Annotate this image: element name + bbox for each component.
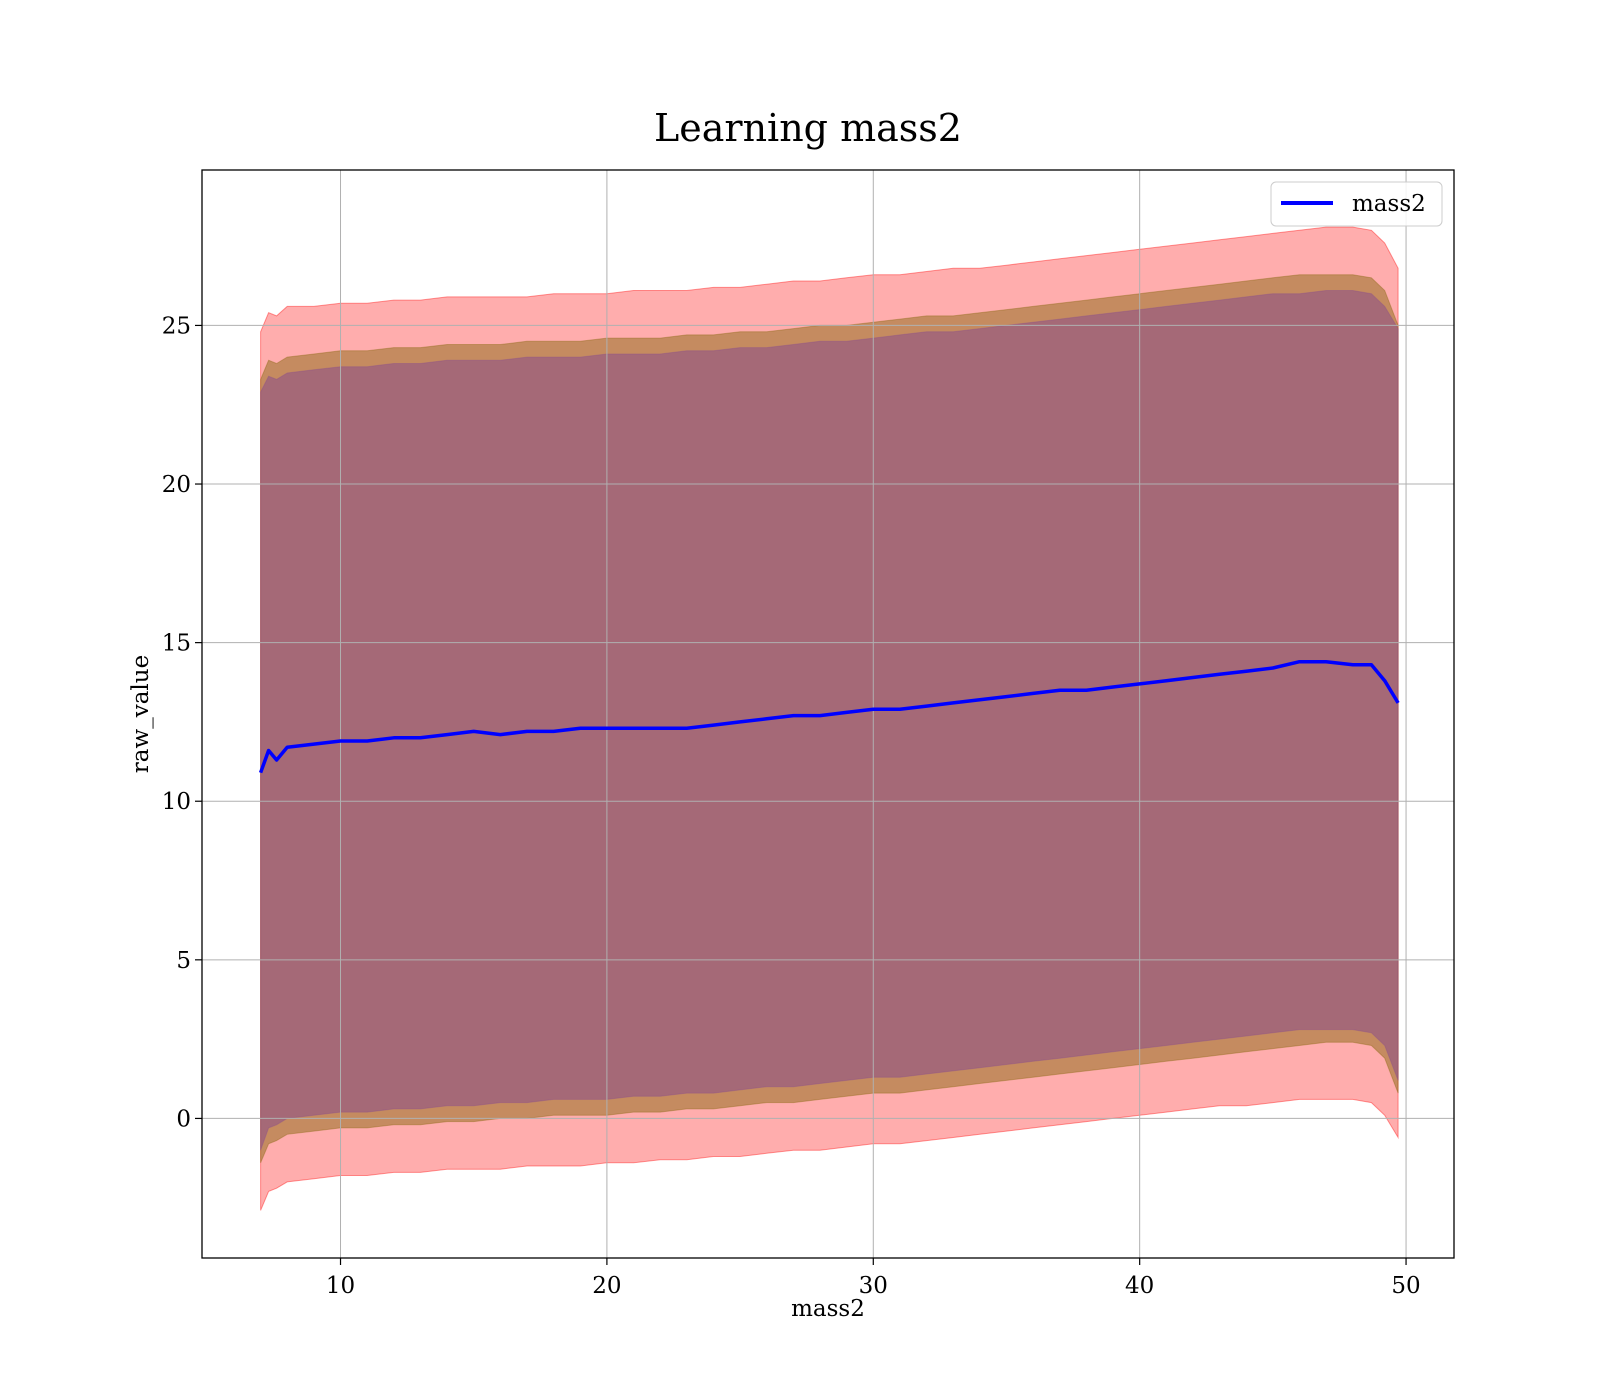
plot-frame bbox=[201, 169, 1455, 1259]
y-tick-label: 20 bbox=[162, 472, 191, 498]
series-lines bbox=[258, 659, 1400, 774]
y-axis-label: raw_value bbox=[128, 655, 154, 773]
legend-box bbox=[1270, 181, 1443, 227]
x-tick-label: 10 bbox=[326, 1273, 355, 1299]
y-tick-label: 15 bbox=[162, 631, 191, 657]
legend-label-mass2: mass2 bbox=[1352, 191, 1426, 217]
legend: mass2 bbox=[1270, 181, 1443, 227]
uncertainty-bands bbox=[260, 226, 1399, 1211]
y-tick-label: 0 bbox=[176, 1106, 191, 1132]
series-line-mass2 bbox=[258, 659, 1400, 774]
x-axis-ticks: 10 20 30 40 50 bbox=[326, 1258, 1421, 1299]
y-tick-label: 25 bbox=[162, 313, 191, 339]
y-tick-label: 5 bbox=[176, 948, 191, 974]
band-inner bbox=[260, 290, 1399, 1151]
x-axis-label: mass2 bbox=[791, 1296, 865, 1322]
chart-title: Learning mass2 bbox=[654, 106, 962, 150]
y-tick-label: 10 bbox=[162, 789, 191, 815]
x-tick-label: 40 bbox=[1125, 1273, 1154, 1299]
grid-lines bbox=[202, 170, 1454, 1258]
y-axis-ticks: 0 5 10 15 20 25 bbox=[162, 313, 202, 1132]
x-tick-label: 50 bbox=[1391, 1273, 1420, 1299]
x-tick-label: 30 bbox=[859, 1273, 888, 1299]
x-tick-label: 20 bbox=[592, 1273, 621, 1299]
